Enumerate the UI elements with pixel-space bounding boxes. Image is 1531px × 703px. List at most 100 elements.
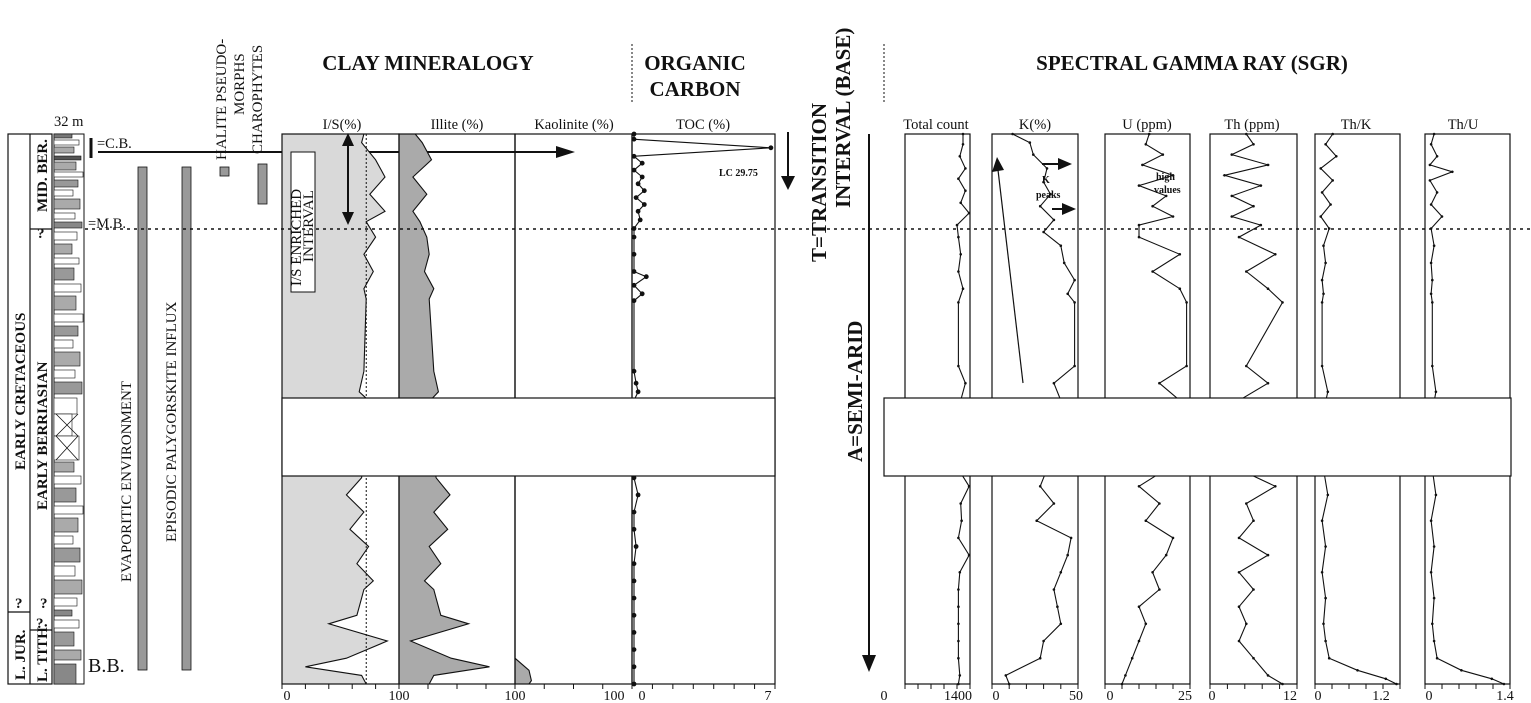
sgr-point xyxy=(967,211,971,215)
sgr-point xyxy=(1164,194,1168,198)
toc-point xyxy=(639,174,645,180)
sgr-point xyxy=(1435,191,1439,194)
palygorskite-bar xyxy=(181,166,192,671)
sgr-point xyxy=(1428,163,1432,167)
sgr-point xyxy=(1137,605,1141,608)
toc-point xyxy=(641,188,647,194)
sgr-point xyxy=(1432,244,1436,247)
k-peak-arrow-1-head xyxy=(1058,158,1072,170)
sgr-point xyxy=(1042,230,1045,234)
sgr-point xyxy=(1432,596,1436,600)
tick-3-max: 12 xyxy=(1283,689,1297,703)
log-bed xyxy=(53,381,83,395)
thickness-label: 32 m xyxy=(54,114,84,130)
sgr-point xyxy=(1259,223,1263,227)
sgr-point xyxy=(1144,622,1148,626)
sgr-point xyxy=(1335,155,1338,158)
log-bed xyxy=(53,179,79,188)
sgr-point xyxy=(1237,235,1241,239)
log-bed xyxy=(53,155,82,161)
sgr-point xyxy=(1144,143,1148,146)
sgr-point xyxy=(1130,656,1134,660)
question-mark-3: ? xyxy=(40,596,48,612)
sgr-point xyxy=(957,364,960,368)
sgr-point xyxy=(1137,639,1141,643)
toc-point xyxy=(631,167,637,173)
sgr-point xyxy=(1028,141,1032,144)
sgr-point xyxy=(1395,682,1398,686)
lithologic-log xyxy=(53,133,85,685)
toc-point xyxy=(631,681,637,687)
sgr-point xyxy=(1324,639,1327,643)
sgr-point xyxy=(1326,493,1330,497)
sgr-point xyxy=(1384,677,1388,681)
sgr-point xyxy=(1252,143,1255,146)
toc-point xyxy=(637,217,643,223)
mb-label: =M.B. xyxy=(88,216,126,232)
sgr-point xyxy=(967,485,971,488)
log-bed xyxy=(53,339,74,349)
sgr-point xyxy=(1434,390,1438,394)
sgr-point xyxy=(1319,215,1322,218)
log-bed xyxy=(53,189,74,197)
sgr-point xyxy=(1073,278,1076,282)
toc-point xyxy=(631,368,637,374)
log-bed xyxy=(53,619,80,629)
tick-toc-0: 0 xyxy=(639,689,646,703)
sgr-point xyxy=(1245,622,1248,626)
sgr-point xyxy=(1428,179,1432,182)
header-total-count: Total count xyxy=(903,117,968,133)
sgr-point xyxy=(1161,153,1165,156)
header-thu: Th/U xyxy=(1448,117,1479,133)
sgr-point xyxy=(1171,215,1175,218)
sgr-point xyxy=(1324,545,1327,548)
header-is: I/S(%) xyxy=(323,117,362,133)
sgr-curve-5 xyxy=(1319,133,1397,685)
tick-4-max: 1.2 xyxy=(1372,689,1390,703)
sgr-point xyxy=(1151,204,1154,208)
sgr-point xyxy=(958,571,962,574)
sgr-point xyxy=(1281,682,1284,686)
sgr-point xyxy=(961,143,965,146)
question-mark-4: ? xyxy=(36,616,44,632)
sgr-point xyxy=(1324,261,1327,265)
log-bed xyxy=(53,198,81,210)
sgr-point xyxy=(1151,270,1154,273)
tick-4-min: 0 xyxy=(1315,689,1322,703)
sgr-point xyxy=(964,189,967,192)
semiarid-title: A=SEMI-ARID xyxy=(843,321,867,462)
sgr-point xyxy=(1004,674,1008,677)
sgr-point xyxy=(1326,390,1330,394)
sgr-point xyxy=(1035,519,1038,522)
tick-5-min: 0 xyxy=(1426,689,1433,703)
sgr-point xyxy=(1451,170,1454,174)
sgr-point xyxy=(1185,301,1188,304)
evaporitic-bar xyxy=(137,166,148,671)
log-bed xyxy=(53,505,84,515)
tick-2-max: 25 xyxy=(1178,689,1192,703)
toc-point xyxy=(633,195,639,201)
sgr-point xyxy=(957,235,960,239)
sgr-point xyxy=(1429,143,1433,146)
log-bed xyxy=(53,475,82,485)
gap-left xyxy=(281,397,776,477)
log-bed xyxy=(53,221,83,229)
sgr-point xyxy=(1052,502,1056,505)
sgr-point xyxy=(967,553,971,557)
sgr-point xyxy=(1056,605,1059,608)
toc-point xyxy=(631,298,637,304)
log-bed xyxy=(53,649,82,661)
k-trend-arrow xyxy=(997,169,1024,384)
sgr-point xyxy=(1069,536,1073,540)
sgr-point xyxy=(959,502,962,505)
sgr-point xyxy=(1327,227,1331,230)
sgr-point xyxy=(1185,364,1188,368)
log-bed xyxy=(53,146,75,154)
sgr-point xyxy=(1237,571,1241,574)
sub-early-berriasian: EARLY BERRIASIAN xyxy=(35,361,51,510)
toc-point xyxy=(635,492,641,498)
log-bed xyxy=(53,461,75,473)
k-peaks-label-2: peaks xyxy=(1036,190,1061,201)
charophytes-label: CHAROPHYTES xyxy=(250,45,266,154)
sgr-point xyxy=(1429,261,1433,265)
